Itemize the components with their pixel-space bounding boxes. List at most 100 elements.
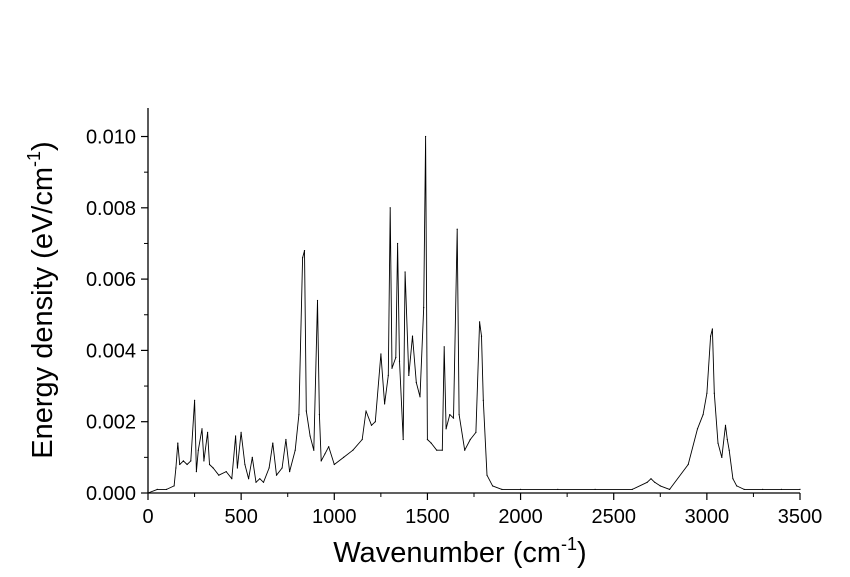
data-point <box>387 374 389 376</box>
data-point <box>240 431 242 433</box>
y-axis-title: Energy density (eV/cm-1) <box>24 141 59 458</box>
data-point <box>194 399 196 401</box>
data-point <box>426 438 428 441</box>
data-point <box>404 271 406 273</box>
data-point <box>724 424 727 426</box>
data-point <box>650 478 652 480</box>
data-point <box>736 485 738 487</box>
x-tick-label: 2500 <box>591 506 636 528</box>
data-point <box>303 250 306 252</box>
data-point <box>458 414 460 416</box>
x-axis-title: Wavenumber (cm-1) <box>333 534 586 569</box>
data-point <box>594 488 596 490</box>
x-tick-label: 0 <box>142 506 153 528</box>
data-point <box>445 428 447 430</box>
y-axis-title-main: Energy density (eV/cm <box>27 167 59 459</box>
data-point <box>324 453 326 455</box>
y-tick-label: 0.008 <box>86 198 136 220</box>
data-point <box>285 438 287 441</box>
data-point <box>449 414 451 416</box>
data-point <box>391 367 393 369</box>
data-point <box>380 353 382 355</box>
data-point <box>397 242 399 245</box>
data-point <box>762 488 764 490</box>
data-point <box>702 414 704 416</box>
data-point <box>225 471 227 473</box>
data-point <box>156 488 158 490</box>
data-point <box>305 410 307 412</box>
data-point <box>268 467 270 469</box>
data-point <box>203 460 205 462</box>
data-point <box>423 307 425 309</box>
data-point <box>218 474 220 476</box>
data-point <box>272 442 274 444</box>
data-point <box>201 428 203 430</box>
data-point <box>402 438 404 441</box>
data-point <box>464 449 466 451</box>
data-point <box>374 421 376 423</box>
data-point <box>669 488 671 490</box>
data-point <box>415 381 417 384</box>
data-point <box>389 207 391 209</box>
y-tick-label: 0.010 <box>86 127 136 149</box>
x-axis-title-main: Wavenumber (cm <box>333 537 561 569</box>
data-point <box>318 414 320 416</box>
data-point <box>659 485 661 487</box>
data-point <box>262 481 265 483</box>
y-axis-title-sup: -1 <box>24 151 44 167</box>
data-point <box>557 488 559 490</box>
data-point <box>441 449 443 451</box>
data-point <box>419 396 421 398</box>
data-point <box>166 488 168 490</box>
data-point <box>244 463 246 466</box>
data-point <box>235 435 237 437</box>
data-point <box>706 392 708 394</box>
data-point <box>212 467 214 469</box>
x-tick-label: 500 <box>224 506 257 528</box>
data-point <box>316 299 319 302</box>
data-point <box>728 449 730 451</box>
data-point <box>177 442 179 444</box>
data-point <box>411 335 414 337</box>
data-point <box>248 478 250 480</box>
data-point <box>743 488 745 490</box>
data-point <box>236 467 238 469</box>
data-point <box>479 321 481 323</box>
data-point <box>654 481 656 483</box>
data-point <box>436 449 438 451</box>
x-axis-title-sup: -1 <box>561 534 577 554</box>
y-tick-label: 0.004 <box>86 340 136 362</box>
data-point <box>289 471 291 473</box>
series-group <box>147 135 801 494</box>
data-point <box>799 488 801 490</box>
data-point <box>251 456 253 458</box>
data-point <box>352 449 354 451</box>
y-axis-title-end: ) <box>27 141 59 151</box>
data-point <box>333 463 335 466</box>
data-point <box>384 403 386 405</box>
data-point <box>713 392 715 394</box>
data-point <box>398 360 401 362</box>
data-point <box>208 463 211 466</box>
data-point <box>408 374 410 376</box>
data-point <box>328 446 330 448</box>
data-point <box>320 460 322 462</box>
data-point <box>475 431 477 433</box>
data-point <box>430 442 432 444</box>
data-point <box>452 417 455 419</box>
x-tick-label: 1000 <box>312 506 357 528</box>
data-point <box>298 414 300 416</box>
data-point <box>179 463 181 466</box>
y-tick-label: 0.000 <box>86 483 136 505</box>
data-point <box>492 485 494 487</box>
data-point <box>717 442 719 444</box>
data-point <box>520 488 522 490</box>
data-point <box>195 471 197 473</box>
data-point <box>361 438 363 441</box>
data-point <box>696 428 699 430</box>
data-point <box>480 335 483 337</box>
data-point <box>309 435 311 437</box>
data-point <box>343 456 345 458</box>
data-point <box>275 474 278 476</box>
